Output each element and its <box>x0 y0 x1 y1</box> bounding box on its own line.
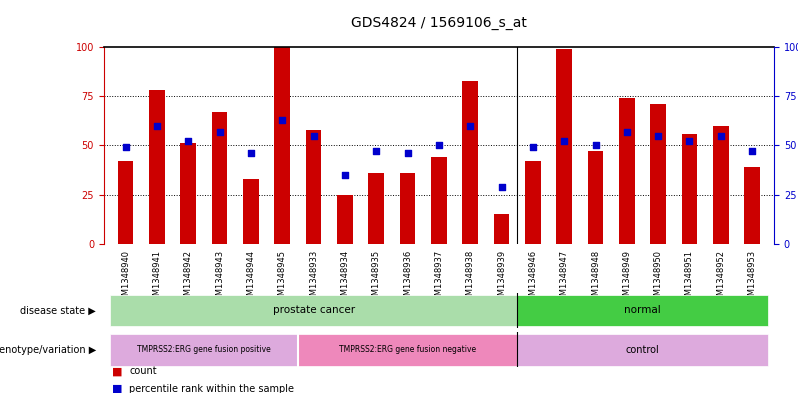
Bar <box>525 161 541 244</box>
Bar <box>713 126 729 244</box>
Text: genotype/variation ▶: genotype/variation ▶ <box>0 345 96 355</box>
Point <box>401 150 414 156</box>
Bar <box>180 143 196 244</box>
Text: percentile rank within the sample: percentile rank within the sample <box>129 384 294 393</box>
Point <box>276 117 289 123</box>
Point <box>244 150 257 156</box>
Bar <box>681 134 697 244</box>
Bar <box>149 90 165 244</box>
Bar <box>110 334 298 365</box>
Text: ■: ■ <box>112 366 122 376</box>
Bar <box>337 195 353 244</box>
Point <box>527 144 539 151</box>
Point <box>338 172 351 178</box>
Bar <box>650 104 666 244</box>
Bar <box>745 167 760 244</box>
Bar <box>243 179 259 244</box>
Bar <box>517 295 768 326</box>
Point <box>369 148 382 154</box>
Bar <box>275 47 290 244</box>
Point <box>746 148 759 154</box>
Bar <box>306 130 322 244</box>
Point <box>182 138 195 145</box>
Bar <box>431 157 447 244</box>
Point <box>496 184 508 190</box>
Point <box>558 138 571 145</box>
Bar <box>556 49 572 244</box>
Text: GDS4824 / 1569106_s_at: GDS4824 / 1569106_s_at <box>351 16 527 30</box>
Bar <box>211 112 227 244</box>
Bar <box>494 214 509 244</box>
Point <box>464 123 476 129</box>
Text: normal: normal <box>624 305 661 316</box>
Bar <box>118 161 133 244</box>
Text: ■: ■ <box>112 384 122 393</box>
Bar <box>369 173 384 244</box>
Point <box>119 144 132 151</box>
Point <box>589 142 602 149</box>
Point <box>621 129 634 135</box>
Bar <box>110 295 517 326</box>
Text: TMPRSS2:ERG gene fusion negative: TMPRSS2:ERG gene fusion negative <box>339 345 476 354</box>
Bar <box>587 151 603 244</box>
Point <box>307 132 320 139</box>
Text: prostate cancer: prostate cancer <box>273 305 354 316</box>
Point <box>683 138 696 145</box>
Bar <box>400 173 416 244</box>
Text: disease state ▶: disease state ▶ <box>20 305 96 316</box>
Bar <box>517 334 768 365</box>
Point <box>652 132 665 139</box>
Text: TMPRSS2:ERG gene fusion positive: TMPRSS2:ERG gene fusion positive <box>137 345 271 354</box>
Point <box>213 129 226 135</box>
Bar <box>462 81 478 244</box>
Point <box>151 123 164 129</box>
Text: count: count <box>129 366 157 376</box>
Point <box>714 132 727 139</box>
Bar <box>298 334 517 365</box>
Bar <box>619 98 634 244</box>
Point <box>433 142 445 149</box>
Text: control: control <box>626 345 659 355</box>
